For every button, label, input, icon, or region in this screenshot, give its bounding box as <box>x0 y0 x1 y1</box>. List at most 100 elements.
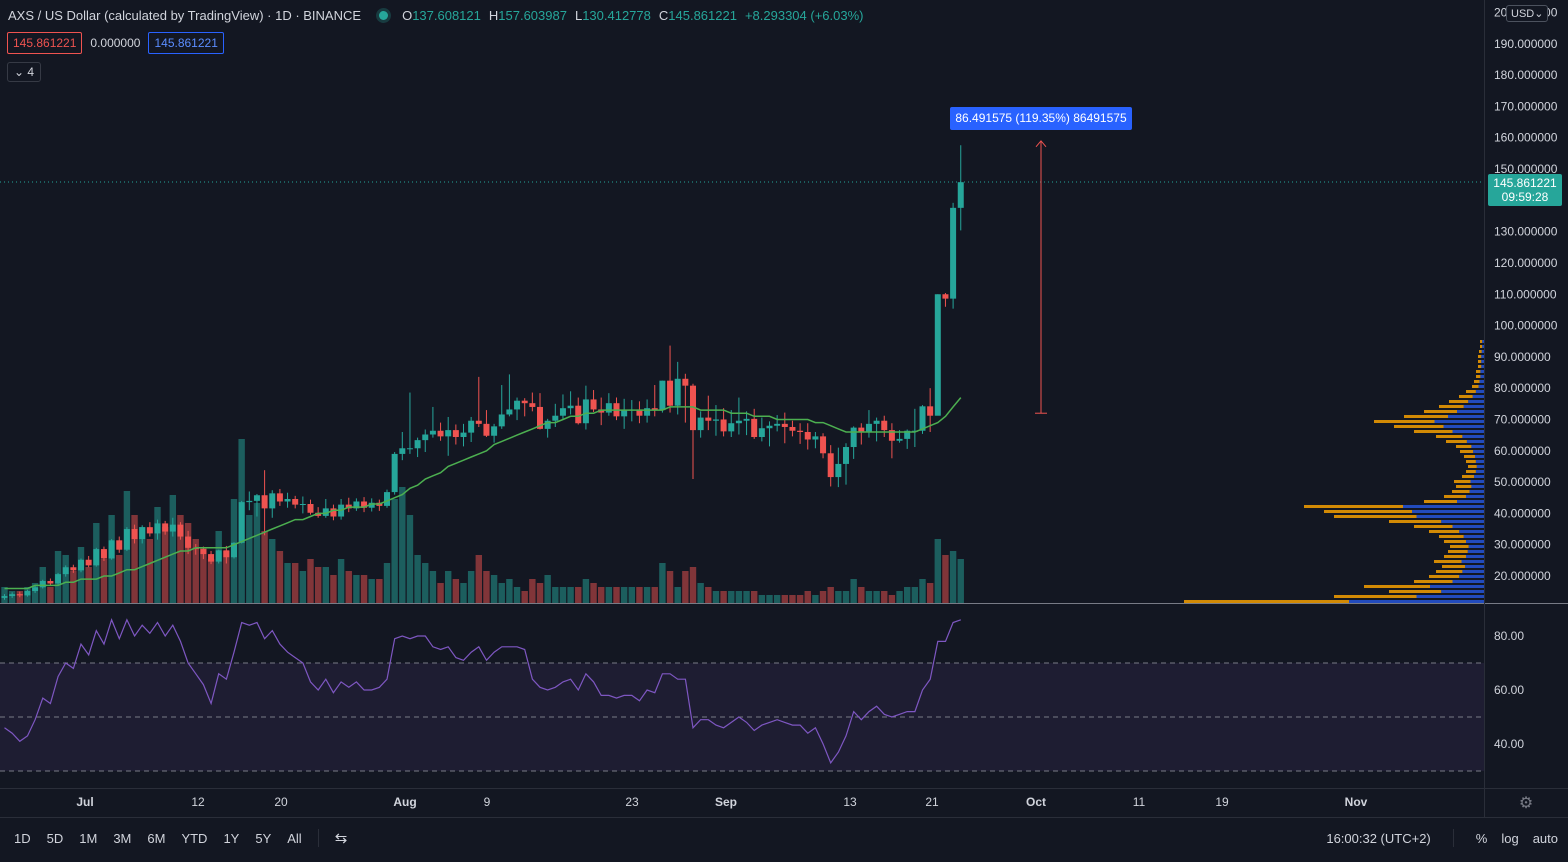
range-button-all[interactable]: All <box>287 830 302 846</box>
candle-body[interactable] <box>253 495 260 501</box>
candle-body[interactable] <box>934 294 941 416</box>
candle-body[interactable] <box>177 524 184 537</box>
candle-body[interactable] <box>246 500 253 503</box>
candle-body[interactable] <box>636 409 643 416</box>
candle-body[interactable] <box>674 378 681 406</box>
candle-body[interactable] <box>743 418 750 421</box>
candle-body[interactable] <box>223 550 230 558</box>
candle-body[interactable] <box>162 523 169 532</box>
candle-body[interactable] <box>437 430 444 437</box>
candle-body[interactable] <box>644 408 651 416</box>
candle-body[interactable] <box>261 495 268 509</box>
candle-body[interactable] <box>498 414 505 427</box>
goto-date-icon[interactable]: ⇆ <box>334 830 348 847</box>
candle-body[interactable] <box>353 501 360 509</box>
candle-body[interactable] <box>873 420 880 424</box>
candle-body[interactable] <box>131 529 138 540</box>
candle-body[interactable] <box>315 512 322 516</box>
rsi-line[interactable] <box>4 618 961 765</box>
symbol-title[interactable]: AXS / US Dollar (calculated by TradingVi… <box>8 8 362 23</box>
candle-body[interactable] <box>284 498 291 502</box>
candle-body[interactable] <box>521 400 528 404</box>
candle-body[interactable] <box>888 430 895 441</box>
candle-body[interactable] <box>506 409 513 415</box>
candle-body[interactable] <box>269 493 276 509</box>
candle-body[interactable] <box>116 540 123 550</box>
gear-icon[interactable]: ⚙ <box>1519 795 1533 812</box>
candle-body[interactable] <box>368 502 375 508</box>
candle-body[interactable] <box>231 542 237 558</box>
candle-body[interactable] <box>621 410 628 417</box>
candle-body[interactable] <box>590 399 597 410</box>
candle-body[interactable] <box>85 559 92 566</box>
range-button-6m[interactable]: 6M <box>147 830 166 846</box>
candle-body[interactable] <box>843 447 849 464</box>
candle-body[interactable] <box>399 448 406 454</box>
candle-body[interactable] <box>567 405 574 409</box>
candle-body[interactable] <box>483 423 490 436</box>
candle-body[interactable] <box>452 430 459 438</box>
range-button-5y[interactable]: 5Y <box>255 830 272 846</box>
candle-body[interactable] <box>460 432 467 438</box>
candle-body[interactable] <box>820 436 827 454</box>
candle-body[interactable] <box>575 405 582 424</box>
candle-body[interactable] <box>491 426 498 436</box>
candle-body[interactable] <box>24 591 31 596</box>
indicators-toggle[interactable]: ⌄ 4 <box>7 62 42 82</box>
candle-body[interactable] <box>108 540 115 559</box>
candle-body[interactable] <box>123 529 130 550</box>
candle-body[interactable] <box>307 503 314 513</box>
candle-body[interactable] <box>146 527 153 534</box>
candle-body[interactable] <box>827 453 834 478</box>
candle-body[interactable] <box>804 431 811 440</box>
candle-body[interactable] <box>682 378 689 386</box>
candle-body[interactable] <box>330 508 337 517</box>
range-button-3m[interactable]: 3M <box>113 830 132 846</box>
range-button-5d[interactable]: 5D <box>46 830 64 846</box>
candle-body[interactable] <box>429 430 436 435</box>
candle-body[interactable] <box>950 207 957 299</box>
market-status-icon[interactable] <box>379 11 389 20</box>
candle-body[interactable] <box>215 550 222 562</box>
log-toggle[interactable]: log <box>1501 830 1519 846</box>
candle-body[interactable] <box>537 406 543 429</box>
measure-label[interactable]: 86.491575 (119.35%) 86491575 <box>950 107 1132 130</box>
candle-body[interactable] <box>100 549 107 559</box>
range-button-1y[interactable]: 1Y <box>223 830 240 846</box>
candle-body[interactable] <box>169 524 176 532</box>
candle-body[interactable] <box>774 423 781 426</box>
candle-body[interactable] <box>651 408 658 411</box>
candle-body[interactable] <box>529 403 536 407</box>
candle-body[interactable] <box>514 400 521 410</box>
candle-body[interactable] <box>598 409 605 413</box>
candle-body[interactable] <box>766 425 773 429</box>
candle-body[interactable] <box>735 420 742 424</box>
range-button-1m[interactable]: 1M <box>79 830 98 846</box>
candle-body[interactable] <box>881 420 888 431</box>
candle-body[interactable] <box>276 493 283 502</box>
candle-body[interactable] <box>55 574 62 584</box>
candle-body[interactable] <box>896 438 903 441</box>
range-button-1d[interactable]: 1D <box>14 830 31 846</box>
candle-body[interactable] <box>208 554 215 562</box>
candle-body[interactable] <box>39 581 46 588</box>
candle-body[interactable] <box>238 502 245 543</box>
candle-body[interactable] <box>552 415 559 421</box>
candle-body[interactable] <box>9 594 16 597</box>
candle-body[interactable] <box>322 508 329 516</box>
candle-body[interactable] <box>16 594 23 596</box>
candle-body[interactable] <box>93 549 100 566</box>
candle-body[interactable] <box>797 430 804 432</box>
candle-body[interactable] <box>62 567 69 575</box>
currency-button[interactable]: USD⌄ <box>1506 5 1549 22</box>
candle-body[interactable] <box>78 559 84 571</box>
candle-body[interactable] <box>70 567 77 571</box>
candle-body[interactable] <box>47 581 54 584</box>
candle-body[interactable] <box>185 536 192 548</box>
candle-body[interactable] <box>751 418 758 438</box>
candle-body[interactable] <box>728 423 735 432</box>
candle-body[interactable] <box>659 380 666 411</box>
candle-body[interactable] <box>758 428 765 438</box>
candle-body[interactable] <box>1 596 8 598</box>
